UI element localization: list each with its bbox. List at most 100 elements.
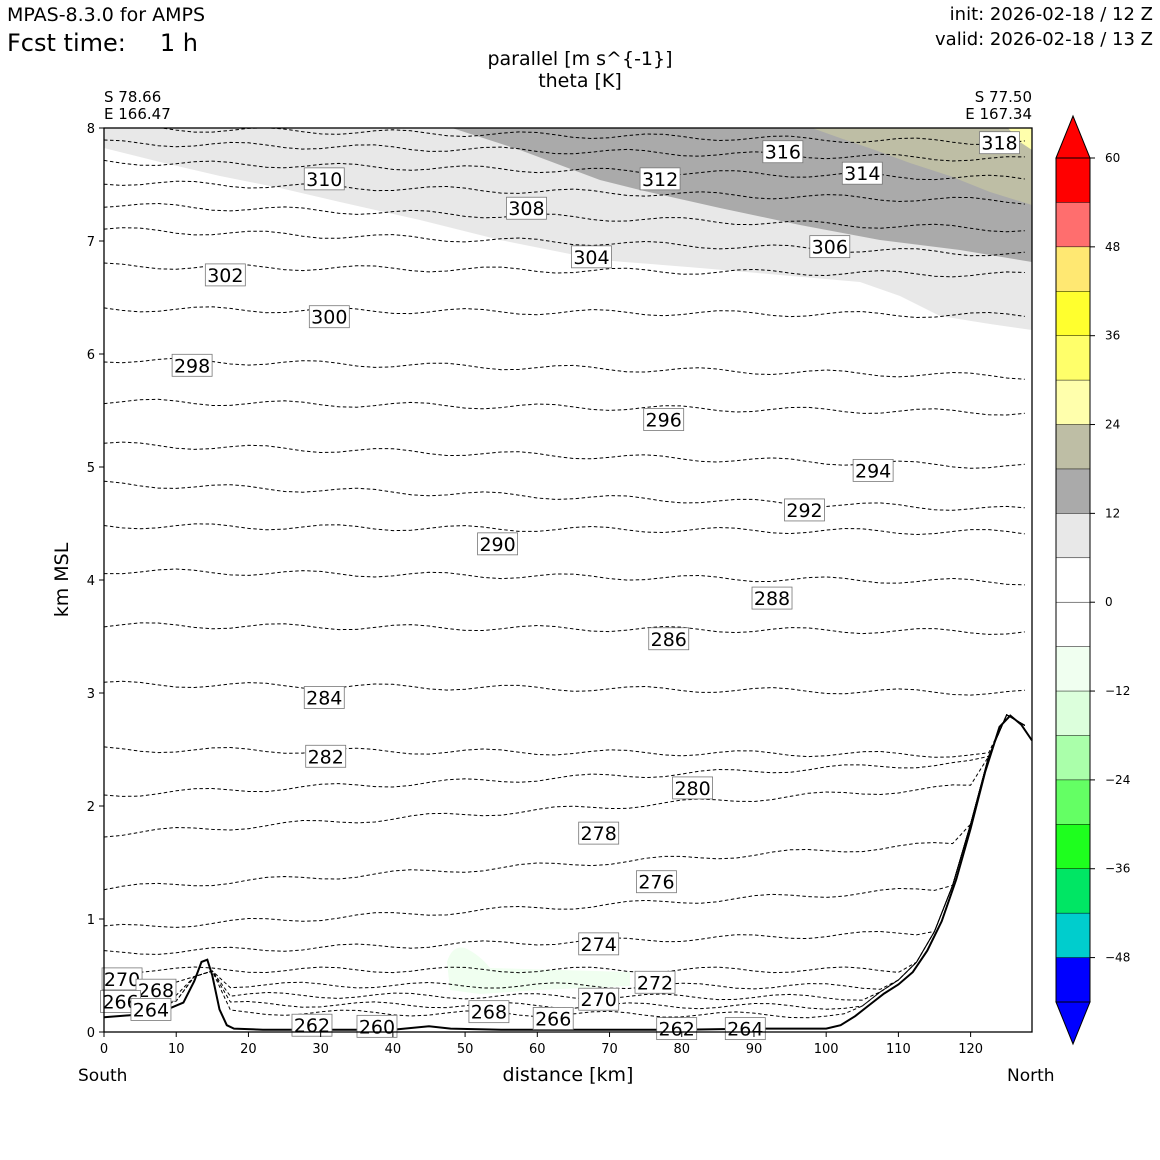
shade-khaki: [812, 128, 1032, 205]
colorbar-segment: [1056, 602, 1090, 648]
contour-label: 280: [674, 778, 710, 800]
contour-label: 274: [581, 934, 617, 956]
colorbar-segment: [1056, 824, 1090, 870]
contour-label-box: [809, 235, 851, 259]
chart-subtitle: theta [K]: [538, 70, 622, 92]
y-axis-ticks: 0 1 2 3 4 5 6 7 8: [87, 122, 104, 1041]
contour-label: 310: [306, 169, 342, 191]
contour-label: 288: [754, 588, 790, 610]
x-tick-label: 100: [814, 1042, 839, 1057]
y-tick-label: 8: [87, 122, 95, 137]
contour-label: 262: [659, 1019, 695, 1041]
contour-label: 260: [359, 1016, 395, 1038]
colorbar-segment: [1056, 957, 1090, 1003]
theta-contour-line: [104, 714, 1026, 797]
contour-label: 294: [855, 460, 891, 482]
end-direction-label: North: [1007, 1066, 1055, 1086]
contour-label-box: [724, 1017, 766, 1041]
contour-label: 266: [535, 1008, 571, 1030]
colorbar-segment: [1056, 646, 1090, 692]
start-latitude: S 78.66: [104, 88, 162, 106]
theta-contour-line: [104, 714, 1026, 1010]
colorbar-segment: [1056, 158, 1090, 203]
colorbar-extend-over: [1055, 114, 1091, 159]
contour-label-box: [571, 245, 612, 269]
contour-label: 318: [981, 133, 1017, 155]
theta-contour-line: [104, 714, 1026, 1001]
colorbar-segment: [1056, 246, 1090, 292]
contour-label: 270: [581, 989, 617, 1011]
contour-label: 300: [311, 307, 347, 329]
contour-label: 296: [646, 410, 682, 432]
contour-label-box: [506, 196, 547, 220]
theta-contour-line: [104, 714, 1026, 990]
contour-label: 304: [573, 247, 609, 269]
colorbar-tick-label: −48: [1105, 951, 1130, 965]
contour-label: 264: [133, 999, 169, 1021]
colorbar-tick-label: 36: [1105, 329, 1120, 343]
colorbar: 60 48 36 24 12 0 −12 −24 −36 −48: [1055, 114, 1130, 1046]
contour-label-box: [578, 821, 620, 845]
colorbar-tick-label: −24: [1105, 773, 1130, 787]
end-latitude: S 77.50: [974, 88, 1032, 106]
contour-label-box: [639, 167, 681, 191]
contour-label: 286: [651, 629, 687, 651]
end-longitude: E 167.34: [965, 105, 1032, 123]
contour-label: 276: [638, 872, 674, 894]
shade-gray: [452, 128, 1032, 262]
contour-label-box: [643, 408, 685, 431]
x-tick-label: 110: [886, 1042, 911, 1057]
colorbar-segment: [1056, 424, 1090, 470]
forecast-time-label: Fcst time:: [7, 29, 126, 57]
contour-label-box: [841, 161, 883, 185]
valid-time: valid: 2026-02-18 / 13 Z: [935, 29, 1153, 50]
y-tick-label: 5: [87, 461, 95, 476]
x-tick-label: 50: [457, 1042, 474, 1057]
theta-contour-line: [104, 680, 1025, 696]
theta-contour-line: [104, 357, 1025, 380]
contour-label: 264: [727, 1019, 763, 1041]
theta-contour-line: [104, 180, 1025, 205]
y-axis-label: km MSL: [51, 542, 73, 618]
x-axis-ticks: 0 10 20 30 40 50 60 70 80 90 100 110 120: [100, 1032, 983, 1057]
contour-label: 266: [102, 991, 138, 1013]
x-tick-label: 80: [673, 1042, 690, 1057]
contour-label-box: [852, 458, 894, 482]
x-tick-label: 0: [100, 1042, 108, 1057]
colorbar-segment: [1056, 913, 1090, 959]
contour-label-box: [468, 1000, 510, 1024]
y-tick-label: 4: [87, 574, 95, 589]
contour-label: 302: [207, 265, 243, 287]
model-title: MPAS-8.3.0 for AMPS: [7, 4, 206, 26]
contour-label-box: [578, 987, 620, 1011]
theta-contour-line: [104, 523, 1025, 536]
x-tick-label: 60: [529, 1042, 546, 1057]
shade-pale-green: [447, 947, 630, 994]
theta-contour-line: [104, 480, 1025, 511]
theta-contour-line: [104, 714, 1026, 955]
contour-label: 282: [308, 746, 344, 768]
theta-contour-line: [104, 622, 1025, 635]
contour-label-box: [303, 167, 345, 191]
contour-label-box: [532, 1007, 574, 1030]
colorbar-segment: [1056, 557, 1090, 603]
y-tick-label: 0: [87, 1026, 95, 1041]
contour-label-box: [291, 1013, 333, 1037]
contour-label: 268: [138, 980, 174, 1002]
x-tick-label: 70: [601, 1042, 618, 1057]
x-tick-label: 30: [312, 1042, 329, 1057]
contour-label: 268: [471, 1002, 507, 1024]
contour-label: 262: [294, 1015, 330, 1037]
contour-label-box: [656, 1017, 698, 1041]
theta-contour-line: [104, 262, 1025, 278]
contour-label: 292: [786, 500, 822, 522]
x-tick-label: 20: [240, 1042, 257, 1057]
contour-label: 306: [812, 237, 848, 259]
colorbar-frame: [1055, 157, 1091, 1003]
colorbar-tick-label: −36: [1105, 862, 1130, 876]
contour-label: 312: [642, 169, 678, 191]
contour-label: 272: [637, 972, 673, 994]
theta-contour-line: [104, 306, 1025, 319]
contour-label: 278: [581, 823, 617, 845]
